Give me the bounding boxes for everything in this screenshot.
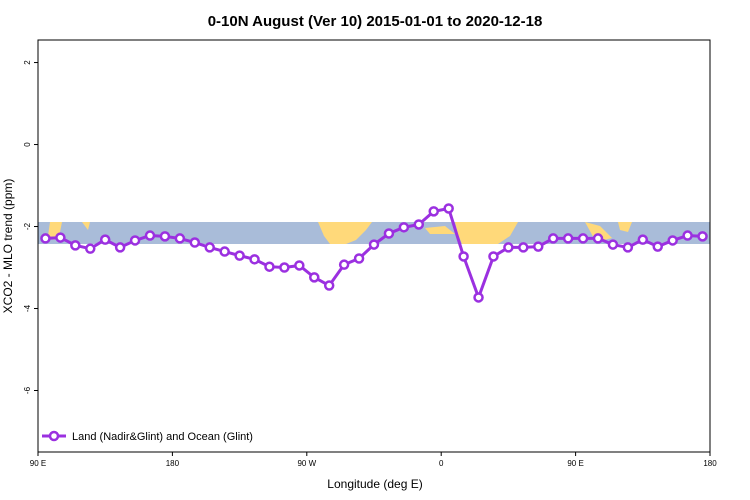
data-point (488, 251, 499, 262)
data-point (637, 234, 649, 245)
data-point (309, 272, 320, 283)
legend-label: Land (Nadir&Glint) and Ocean (Glint) (72, 431, 253, 443)
data-point (323, 280, 335, 291)
data-point (279, 262, 290, 273)
data-point (129, 235, 141, 246)
y-tick-label: -2 (23, 222, 32, 230)
data-point (473, 292, 484, 303)
plot-frame (37, 39, 711, 453)
x-axis-label: Longitude (deg E) (327, 477, 422, 491)
data-point (219, 246, 230, 257)
data-point (503, 242, 514, 253)
legend: Land (Nadir&Glint) and Ocean (Glint) (42, 430, 253, 443)
x-tick-label: 180 (166, 459, 180, 468)
map-band (38, 222, 710, 244)
data-point (622, 242, 634, 253)
data-point (114, 242, 126, 253)
chart-title: 0-10N August (Ver 10) 2015-01-01 to 2020… (208, 13, 543, 30)
data-point (533, 241, 544, 252)
x-tick-label: 90 E (30, 459, 46, 468)
y-tick-label: 0 (23, 142, 32, 147)
data-point (518, 242, 529, 253)
x-tick-label: 180 (703, 459, 717, 468)
x-tick-label: 90 W (297, 459, 316, 468)
y-axis-label: XCO2 - MLO trend (ppm) (1, 179, 15, 314)
data-point (562, 233, 574, 244)
data-point (249, 254, 260, 265)
data-point (682, 230, 693, 241)
data-point (383, 228, 395, 239)
data-point (40, 233, 51, 244)
data-point (667, 235, 678, 246)
legend-marker (48, 430, 60, 442)
data-point (174, 233, 186, 244)
y-tick-label: -6 (23, 386, 32, 394)
data-point (70, 240, 81, 251)
data-point (144, 230, 156, 241)
y-tick-label: -4 (23, 304, 32, 312)
data-point (577, 233, 589, 244)
data-point (368, 239, 380, 250)
data-point (607, 239, 619, 250)
data-point (458, 251, 469, 262)
data-point (264, 261, 275, 272)
data-point (204, 242, 215, 253)
data-point (234, 250, 245, 261)
data-point (338, 259, 350, 270)
series-line (45, 206, 703, 302)
data-point (697, 231, 708, 242)
data-point (99, 234, 111, 245)
data-point (652, 241, 663, 252)
x-tick-label: 0 (439, 459, 444, 468)
data-point (443, 203, 454, 214)
y-tick-label: 2 (23, 60, 32, 65)
data-point (189, 237, 201, 248)
data-point (413, 219, 425, 230)
data-point (85, 243, 96, 254)
data-point (547, 233, 559, 244)
data-point (55, 232, 66, 243)
data-point (398, 222, 410, 233)
data-point (428, 206, 439, 217)
data-point (353, 253, 365, 264)
data-point (159, 231, 171, 242)
data-point (592, 233, 604, 244)
data-point (294, 260, 305, 271)
x-tick-label: 90 E (567, 459, 583, 468)
